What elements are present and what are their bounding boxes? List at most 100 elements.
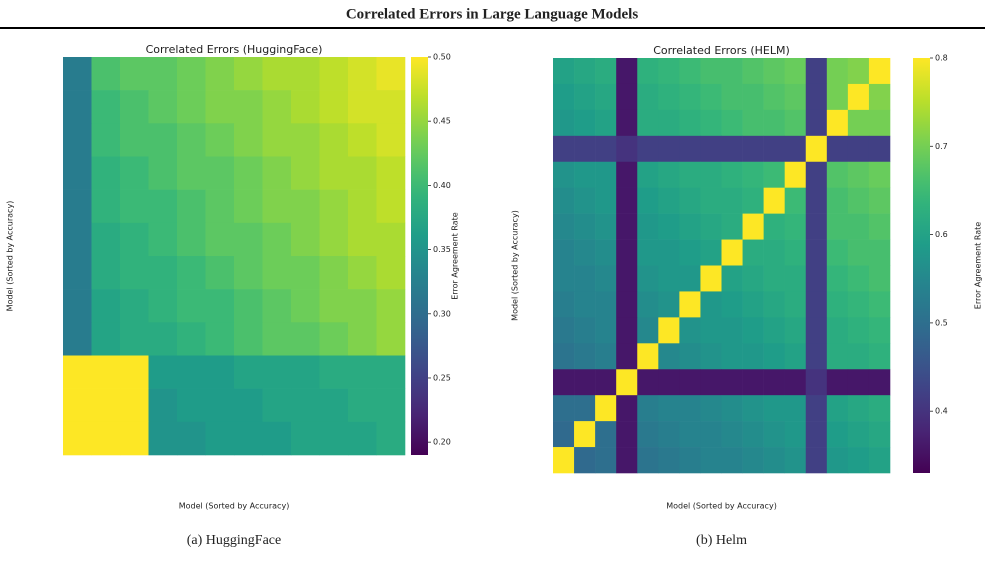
heatmap-cell xyxy=(637,421,659,448)
heatmap-cell xyxy=(376,355,406,389)
heatmap-cell xyxy=(205,256,235,290)
heatmap-cell xyxy=(868,161,891,188)
heatmap-cell xyxy=(763,135,785,163)
heatmap-cell xyxy=(763,187,785,214)
caption: (a) HuggingFace xyxy=(187,533,281,548)
heatmap-cell xyxy=(805,447,828,474)
heatmap-cell xyxy=(553,291,575,318)
heatmap-cell xyxy=(763,109,785,137)
heatmap-cell xyxy=(63,222,92,257)
x-axis-label: Model (Sorted by Accuracy) xyxy=(179,502,290,511)
heatmap-cell xyxy=(805,421,828,448)
heatmap-cell xyxy=(847,421,870,448)
heatmap-cell xyxy=(595,58,617,85)
heatmap-cell xyxy=(637,58,659,85)
heatmap-cell xyxy=(91,222,121,257)
heatmap-cell xyxy=(91,256,121,290)
heatmap-cell xyxy=(826,83,849,111)
heatmap-cell xyxy=(805,187,828,214)
heatmap-cell xyxy=(553,109,575,137)
heatmap-cell xyxy=(700,109,722,137)
heatmap-cell xyxy=(763,291,785,318)
heatmap-cell xyxy=(319,421,349,456)
heatmap-cell xyxy=(291,289,320,323)
heatmap-cell xyxy=(595,239,617,266)
heatmap-cell xyxy=(616,109,638,137)
heatmap-cell xyxy=(805,83,828,111)
heatmap-cell xyxy=(658,265,680,292)
heatmap-cell xyxy=(595,161,617,188)
heatmap-cell xyxy=(658,343,680,370)
heatmap-cell xyxy=(721,135,743,163)
heatmap-cell xyxy=(700,265,722,292)
colorbar-tick-label: 0.45 xyxy=(433,117,451,126)
heatmap-cell xyxy=(376,90,406,124)
heatmap-cell xyxy=(553,395,575,422)
heatmap-cell xyxy=(763,343,785,370)
heatmap-cell xyxy=(574,447,596,474)
heatmap-cell xyxy=(553,135,575,163)
heatmap-cell xyxy=(553,239,575,266)
colorbar-tick-label: 0.8 xyxy=(935,54,948,63)
heatmap-cell xyxy=(721,343,743,370)
heatmap-cell xyxy=(721,369,743,396)
heatmap-cell xyxy=(595,421,617,448)
heatmap-cell xyxy=(376,123,406,157)
heatmap-cell xyxy=(595,447,617,474)
heatmap-cell xyxy=(742,239,764,266)
heatmap-cell xyxy=(91,189,121,224)
heatmap-cell xyxy=(721,58,743,85)
heatmap-cell xyxy=(637,187,659,214)
heatmap-cell xyxy=(234,289,263,323)
heatmap-cell xyxy=(679,395,701,422)
heatmap-cell xyxy=(805,291,828,318)
heatmap-cell xyxy=(616,83,638,111)
heatmap-cell xyxy=(348,256,377,290)
heatmap-cell xyxy=(63,355,92,389)
heatmap-cell xyxy=(700,83,722,111)
heatmap-cell xyxy=(847,213,870,240)
heatmap-cell xyxy=(826,109,849,137)
heatmap-cell xyxy=(148,289,178,323)
colorbar-tick-label: 0.25 xyxy=(433,373,451,382)
heatmap-cell xyxy=(700,135,722,163)
heatmap-cell xyxy=(234,123,263,157)
heatmap-cell xyxy=(868,187,891,214)
heatmap-cell xyxy=(205,355,235,389)
heatmap-cell xyxy=(376,421,406,456)
heatmap-cell xyxy=(574,213,596,240)
heatmap-cell xyxy=(376,322,406,356)
heatmap-cell xyxy=(319,355,349,389)
heatmap-cell xyxy=(847,447,870,474)
heatmap-cell xyxy=(205,189,235,224)
heatmap-cell xyxy=(868,395,891,422)
heatmap-cell xyxy=(679,135,701,163)
heatmap-cell xyxy=(63,289,92,323)
heatmap-cell xyxy=(553,421,575,448)
heatmap-cell xyxy=(637,369,659,396)
heatmap-cell xyxy=(847,265,870,292)
heatmap-cell xyxy=(574,239,596,266)
heatmap-cell xyxy=(319,90,349,124)
heatmap-cell xyxy=(868,421,891,448)
figure-title: Correlated Errors in Large Language Mode… xyxy=(346,6,638,22)
colorbar-tick-label: 0.20 xyxy=(433,438,451,447)
heatmap-cell xyxy=(291,388,320,423)
heatmap-cell xyxy=(319,57,349,91)
heatmap-cell xyxy=(742,135,764,163)
heatmap-cell xyxy=(553,265,575,292)
heatmap-cell xyxy=(805,317,828,344)
colorbar-tick-label: 0.30 xyxy=(433,309,451,318)
heatmap-cell xyxy=(291,90,320,124)
heatmap-cell xyxy=(868,447,891,474)
heatmap-cell xyxy=(574,369,596,396)
heatmap-cell xyxy=(63,57,92,91)
heatmap-cell xyxy=(868,109,891,137)
heatmap-cell xyxy=(205,156,235,190)
heatmap-cell xyxy=(742,395,764,422)
heatmap-cell xyxy=(784,58,807,85)
heatmap-cell xyxy=(658,58,680,85)
colorbar-tick-label: 0.40 xyxy=(433,181,451,190)
heatmap-cell xyxy=(868,317,891,344)
